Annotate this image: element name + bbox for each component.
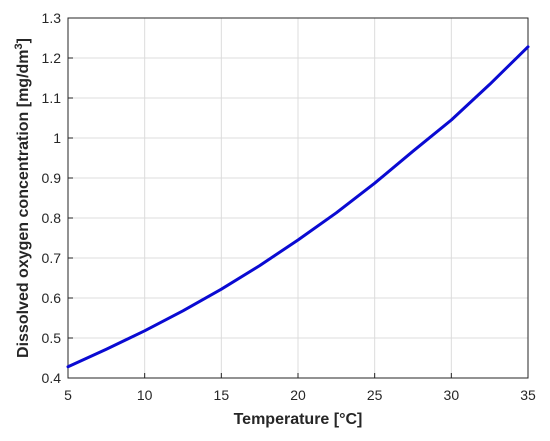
- x-tick-label: 25: [367, 387, 383, 403]
- x-tick-label: 30: [444, 387, 460, 403]
- x-tick-label: 5: [64, 387, 72, 403]
- x-tick-label: 35: [520, 387, 536, 403]
- y-axis-label-superscript: 3: [13, 43, 25, 49]
- y-tick-label: 1.3: [42, 10, 62, 26]
- y-tick-label: 0.9: [42, 170, 62, 186]
- x-tick-label: 15: [214, 387, 230, 403]
- series-line: [66, 45, 530, 369]
- x-tick-label: 20: [290, 387, 306, 403]
- y-axis-label-suffix: ]: [15, 38, 32, 43]
- tick-labels: 5 10 15 20 25 30 35 0.4 0.5 0.6 0.7 0.8 0.9 1 1.1 1.2 1.…: [42, 10, 536, 403]
- y-tick-label: 0.5: [42, 330, 62, 346]
- y-tick-label: 1.2: [42, 50, 62, 66]
- y-axis-label: Dissolved oxygen concentration [mg/dm3]: [13, 38, 32, 358]
- y-tick-label: 1: [53, 130, 61, 146]
- x-tick-label: 10: [137, 387, 153, 403]
- x-axis-label: Temperature [°C]: [234, 411, 363, 428]
- y-axis-label-main: Dissolved oxygen concentration [mg/dm: [15, 49, 32, 358]
- y-tick-label: 0.7: [42, 250, 62, 266]
- y-tick-label: 0.8: [42, 210, 62, 226]
- grid: [67, 17, 529, 379]
- y-tick-label: 0.6: [42, 290, 62, 306]
- y-tick-label: 0.4: [42, 370, 62, 386]
- y-tick-label: 1.1: [42, 90, 62, 106]
